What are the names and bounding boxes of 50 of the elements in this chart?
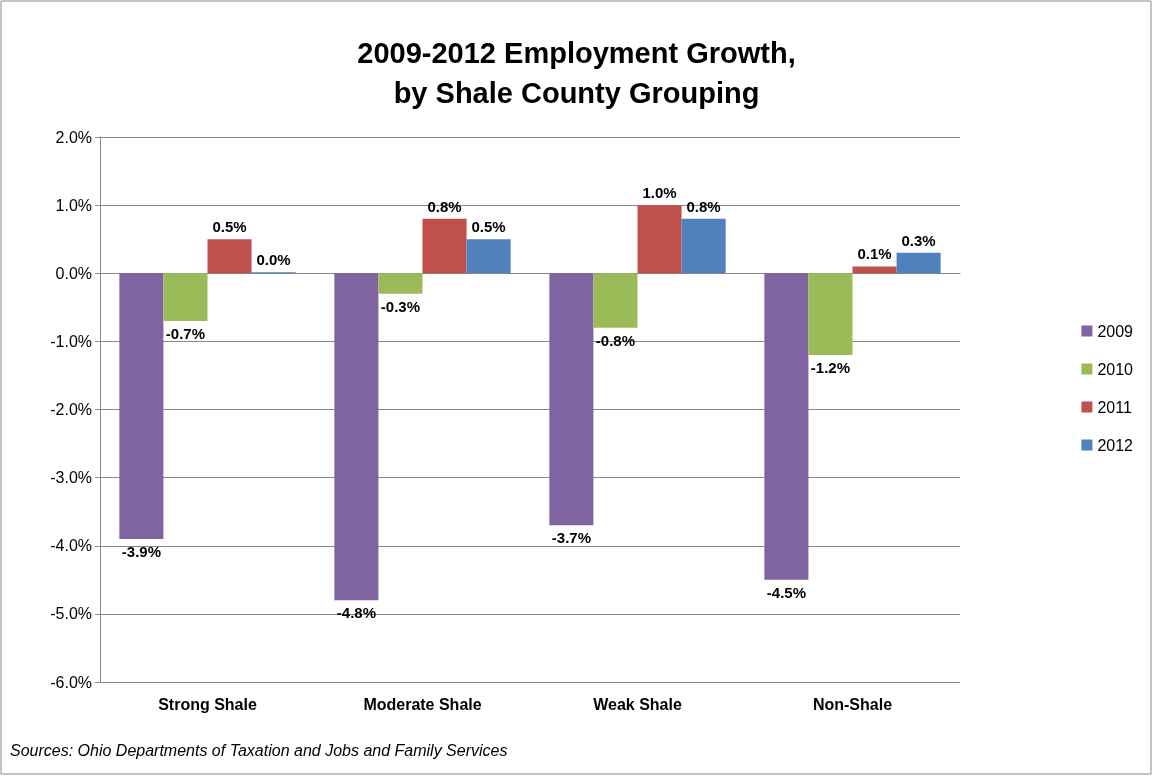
bar — [334, 273, 379, 601]
data-label: -0.7% — [165, 324, 206, 342]
bar — [852, 266, 897, 274]
x-tick-label: Weak Shale — [593, 695, 682, 713]
bar — [896, 252, 941, 274]
x-tick-label: Non-Shale — [812, 695, 893, 713]
x-tick-label: Moderate Shale — [363, 695, 482, 713]
data-label: -3.9% — [121, 542, 161, 560]
data-label: -0.8% — [595, 331, 636, 349]
bar — [422, 218, 467, 274]
y-tick-label: -5.0% — [50, 605, 92, 623]
data-label: 0.5% — [212, 218, 247, 236]
bar — [808, 273, 853, 355]
bar — [764, 273, 809, 580]
data-label: 1.0% — [642, 184, 677, 202]
y-tick-label: -4.0% — [50, 537, 92, 555]
data-label: -4.8% — [336, 604, 376, 622]
data-label: 0.8% — [686, 197, 721, 215]
bar — [593, 273, 638, 328]
data-label: -1.2% — [810, 359, 851, 376]
y-tick-label: 2.0% — [55, 128, 92, 146]
data-label: 0.1% — [857, 245, 892, 263]
bar — [119, 273, 164, 539]
bar — [207, 239, 252, 274]
y-tick-label: -2.0% — [50, 401, 92, 418]
data-label: 0.8% — [427, 197, 462, 215]
bar — [549, 273, 594, 526]
data-label: -0.3% — [380, 297, 421, 315]
data-label: 0.5% — [471, 218, 506, 236]
y-tick-label: -6.0% — [50, 673, 92, 691]
chart-title: 2009-2012 Employment Growth, by Shale County Grouping — [357, 37, 796, 109]
legend-label: 2009 — [1097, 322, 1134, 340]
bar — [637, 205, 682, 274]
y-tick-label: -3.0% — [50, 469, 92, 487]
legend-label: 2012 — [1097, 436, 1134, 454]
data-label: -3.7% — [551, 529, 591, 547]
y-tick-label: 1.0% — [55, 196, 92, 214]
bar — [163, 273, 208, 321]
x-tick-label: Strong Shale — [158, 695, 257, 713]
bar — [378, 273, 423, 294]
bar — [681, 218, 726, 274]
data-label: -4.5% — [766, 583, 806, 601]
legend-label: 2010 — [1097, 360, 1134, 378]
bar — [466, 239, 511, 274]
y-tick-label: -1.0% — [50, 332, 92, 350]
data-label: 0.0% — [256, 251, 291, 269]
source-note: Sources: Ohio Departments of Taxation and Jobs and Family Services — [10, 741, 508, 759]
legend-label: 2011 — [1097, 398, 1132, 416]
y-tick-label: 0.0% — [55, 264, 92, 282]
data-label: 0.3% — [901, 231, 936, 249]
